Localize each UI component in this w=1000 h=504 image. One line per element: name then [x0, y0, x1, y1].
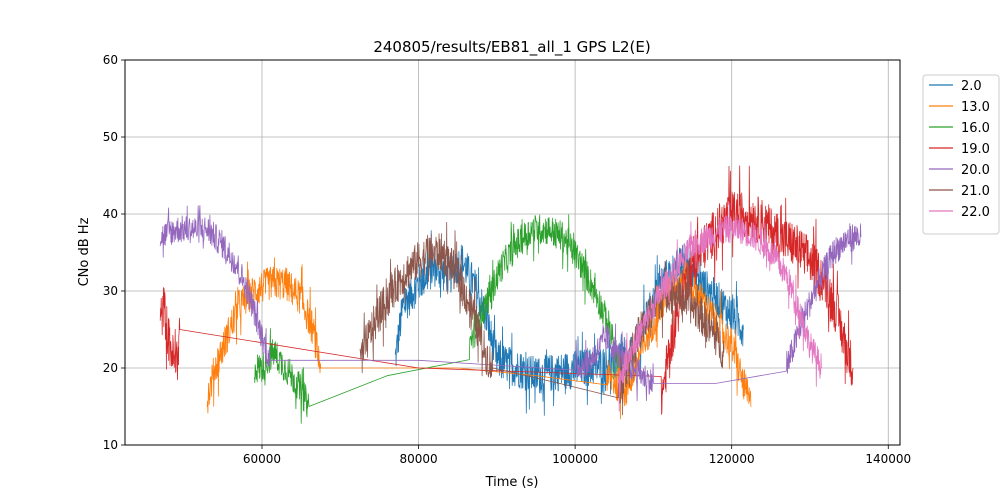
plot-frame	[124, 59, 901, 446]
y-tick-label: 60	[103, 53, 118, 67]
y-axis-label: CNo dB Hz	[77, 217, 92, 286]
legend-label: 21.0	[961, 184, 990, 199]
legend-label: 20.0	[961, 163, 990, 178]
legend-label: 16.0	[961, 121, 990, 136]
legend: 2.0 13.0 16.0 19.0 20.0 21.0 22.0	[922, 74, 1000, 235]
y-tick-label: 40	[103, 207, 118, 221]
series-line-16-0	[253, 214, 619, 424]
x-tick-label: 60000	[243, 452, 281, 466]
series-lines	[159, 165, 862, 424]
y-tick-label: 10	[103, 438, 118, 452]
x-tick-label: 100000	[552, 452, 598, 466]
y-tick-label: 50	[103, 130, 118, 144]
x-tick-label: 140000	[865, 452, 911, 466]
series-line-22-0	[617, 203, 823, 412]
y-tick-label: 30	[103, 284, 118, 298]
series-line-21-0	[359, 222, 725, 416]
y-tick-label: 20	[103, 361, 118, 375]
axis-ticks: 60000 80000 100000 120000 140000 10 20 30 40 50 60	[103, 53, 911, 466]
series-line-20-0	[159, 205, 862, 402]
legend-label: 2.0	[961, 79, 982, 94]
chart-title: 240805/results/EB81_all_1 GPS L2(E)	[373, 38, 650, 57]
legend-label: 19.0	[961, 142, 990, 157]
legend-label: 22.0	[961, 205, 990, 220]
x-tick-label: 80000	[399, 452, 437, 466]
x-tick-label: 120000	[709, 452, 755, 466]
x-axis-label: Time (s)	[485, 475, 539, 490]
series-line-19-0	[159, 165, 854, 415]
legend-box	[922, 74, 1000, 235]
legend-label: 13.0	[961, 100, 990, 115]
